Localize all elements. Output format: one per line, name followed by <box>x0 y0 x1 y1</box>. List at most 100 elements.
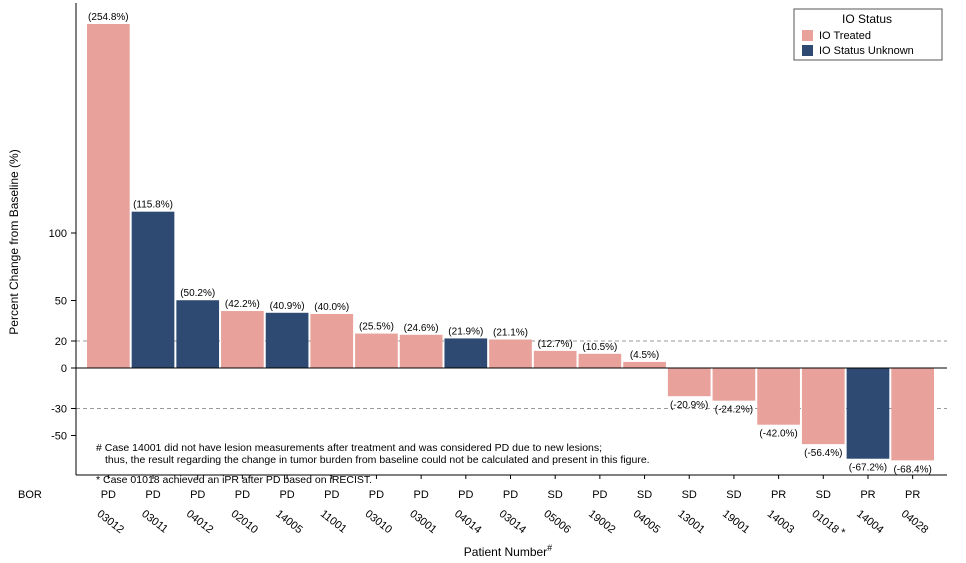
patient-label-03001: 03001 <box>407 508 438 536</box>
value-label-13001: (-20.9%) <box>670 400 708 411</box>
value-label-11001: (40.0%) <box>314 302 349 313</box>
value-label-19002: (10.5%) <box>582 342 617 353</box>
patient-label-14004: 14004 <box>854 508 885 536</box>
value-label-14003: (-42.0%) <box>759 429 797 440</box>
bar-02010 <box>221 311 264 368</box>
bor-03001: PD <box>413 489 428 501</box>
bor-04012: PD <box>190 489 205 501</box>
patient-label-11001: 11001 <box>318 508 349 536</box>
bar-01018 <box>801 368 845 445</box>
bor-04005: SD <box>637 489 652 501</box>
bor-19002: PD <box>592 489 607 501</box>
y-axis-title: Percent Change from Baseline (%) <box>7 149 21 334</box>
patient-label-03010: 03010 <box>363 508 394 536</box>
patient-mark-01018: * <box>841 527 846 539</box>
bar-19001 <box>712 368 756 401</box>
bor-row-label: BOR <box>18 489 42 501</box>
footnotes: # Case 14001 did not have lesion measure… <box>96 442 650 486</box>
bor-14005: PD <box>279 489 294 501</box>
footnote-1: # Case 14001 did not have lesion measure… <box>96 442 602 454</box>
bar-03001 <box>399 334 443 368</box>
bor-19001: SD <box>726 489 741 501</box>
legend: IO Status IO Treated IO Status Unknown <box>793 8 943 61</box>
patient-label-19001: 19001 <box>720 508 751 536</box>
footnote-2: thus, the result regarding the change in… <box>105 454 650 466</box>
value-label-14004: (-67.2%) <box>849 463 887 474</box>
bar-04012 <box>176 300 220 368</box>
bor-11001: PD <box>324 489 339 501</box>
patient-label-02010: 02010 <box>229 508 260 536</box>
patient-label-14005: 14005 <box>273 508 304 536</box>
footnote-3: * Case 01018 achieved an iPR after PD ba… <box>96 474 372 486</box>
patient-label-14003: 14003 <box>765 508 796 536</box>
bar-03010 <box>355 333 398 368</box>
bar-04005 <box>623 361 666 368</box>
patient-label-13001: 13001 <box>675 508 706 536</box>
y-tick-label: 50 <box>55 296 67 308</box>
bor-03012: PD <box>101 489 116 501</box>
bor-03010: PD <box>369 489 384 501</box>
value-label-04012: (50.2%) <box>180 288 215 299</box>
bar-11001 <box>310 314 354 368</box>
bor-04014: PD <box>458 489 473 501</box>
value-label-01018: (-56.4%) <box>804 448 842 459</box>
legend-swatch-io-treated <box>802 30 813 41</box>
value-label-04028: (-68.4%) <box>893 464 931 475</box>
value-label-03001: (24.6%) <box>404 323 439 334</box>
bar-03011 <box>131 211 175 368</box>
value-label-04014: (21.9%) <box>448 326 483 337</box>
bor-03011: PD <box>145 489 160 501</box>
value-label-03010: (25.5%) <box>359 322 394 333</box>
y-tick-label: 0 <box>61 363 67 375</box>
bor-row: PD PD PD PD PD PD PD PD PD PD SD PD SD SD SD PR SD PR PR <box>101 489 921 501</box>
value-label-03014: (21.1%) <box>493 328 528 339</box>
value-label-05006: (12.7%) <box>538 339 573 350</box>
y-tick-label: 100 <box>49 228 67 240</box>
bar-14005 <box>265 312 309 368</box>
y-tick-label: 20 <box>55 336 67 348</box>
value-label-03012: (254.8%) <box>88 12 129 23</box>
legend-label-io-treated: IO Treated <box>819 30 871 42</box>
bor-02010: PD <box>235 489 250 501</box>
bar-14004 <box>846 368 890 459</box>
x-axis-title-text: Patient Number <box>464 545 547 559</box>
value-label-04005: (4.5%) <box>630 350 659 361</box>
legend-swatch-io-unknown <box>802 45 813 56</box>
patient-label-04005: 04005 <box>631 508 662 536</box>
bor-14003: PR <box>771 489 786 501</box>
y-tick-label: -50 <box>51 431 67 443</box>
bar-14003 <box>757 368 800 425</box>
bar-05006 <box>533 350 577 368</box>
y-ticks: 100 50 20 0 -30 -50 <box>49 228 76 443</box>
patient-label-01018: 01018 <box>809 508 840 536</box>
bar-04028 <box>891 368 934 461</box>
x-axis-title-mark: # <box>547 543 552 553</box>
value-label-19001: (-24.2%) <box>715 405 753 416</box>
bar-04014 <box>444 338 488 368</box>
bar-series <box>87 24 934 461</box>
bor-14004: PR <box>860 489 875 501</box>
value-label-03011: (115.8%) <box>133 200 173 211</box>
patient-label-03014: 03014 <box>497 508 528 536</box>
bor-04028: PR <box>905 489 920 501</box>
bor-03014: PD <box>503 489 518 501</box>
bor-01018: SD <box>816 489 831 501</box>
value-label-14005: (40.9%) <box>270 301 305 312</box>
bor-05006: SD <box>548 489 563 501</box>
patient-label-04012: 04012 <box>184 508 215 536</box>
patient-label-04028: 04028 <box>899 508 930 536</box>
bar-03014 <box>489 339 532 368</box>
patient-label-19002: 19002 <box>586 508 617 536</box>
legend-label-io-unknown: IO Status Unknown <box>819 45 914 57</box>
bar-03012 <box>87 24 130 369</box>
patient-label-04014: 04014 <box>452 508 483 536</box>
axes <box>75 3 947 476</box>
legend-title: IO Status <box>842 12 892 26</box>
value-label-02010: (42.2%) <box>225 299 260 310</box>
bar-19002 <box>578 353 622 368</box>
patient-label-05006: 05006 <box>541 508 572 536</box>
patient-label-03012: 03012 <box>94 508 125 536</box>
value-labels: (254.8%) (115.8%) (50.2%) (42.2%) (40.9%) (40… <box>88 12 932 475</box>
patient-label-03011: 03011 <box>139 508 170 536</box>
